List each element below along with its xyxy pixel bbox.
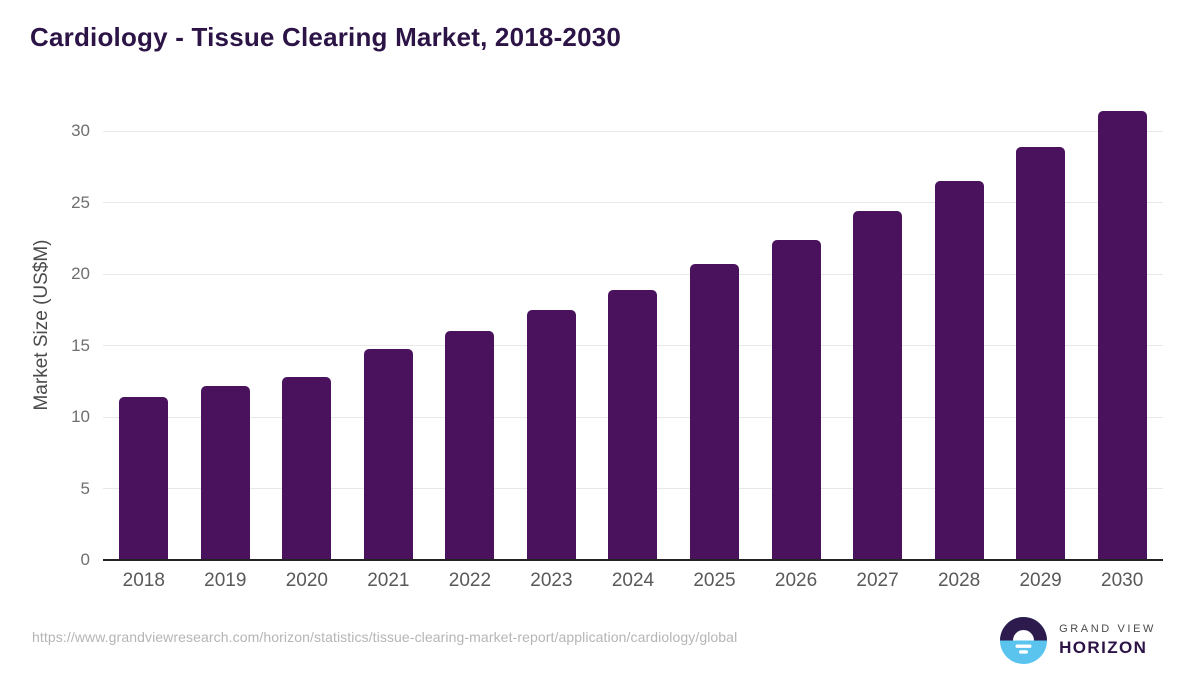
x-label-2019: 2019 <box>204 570 247 591</box>
x-label-2018: 2018 <box>122 570 165 591</box>
gridline-25 <box>103 202 1163 204</box>
bar-2029 <box>1016 147 1066 560</box>
bar-slot-2028 <box>918 90 1000 560</box>
x-label-2021: 2021 <box>367 570 410 591</box>
y-tick-20: 20 <box>71 264 90 284</box>
bar-slot-2021 <box>348 90 430 560</box>
bar-slot-2029 <box>1000 90 1082 560</box>
x-label-2020: 2020 <box>285 570 328 591</box>
chart-title: Cardiology - Tissue Clearing Market, 201… <box>30 22 622 52</box>
bar-2030 <box>1097 111 1147 560</box>
bar-slot-2020 <box>266 90 348 560</box>
y-tick-25: 25 <box>71 192 90 212</box>
x-label-2029: 2029 <box>1019 570 1062 591</box>
x-label-2026: 2026 <box>774 570 818 591</box>
bar-slot-2024 <box>592 90 674 560</box>
brand-name-bottom: HORIZON <box>1059 638 1148 657</box>
bar-2023 <box>526 310 576 560</box>
bar-slot-2026 <box>755 90 837 560</box>
brand-text: GRAND VIEW HORIZON <box>1059 623 1156 658</box>
gridline-30 <box>103 130 1163 132</box>
bar-2018 <box>119 397 169 560</box>
bar-2020 <box>282 377 332 560</box>
x-label-2030: 2030 <box>1101 570 1144 591</box>
gridline-20 <box>103 273 1163 275</box>
horizon-logo-icon <box>1000 617 1048 664</box>
bar-slot-2025 <box>674 90 756 560</box>
x-label-2023: 2023 <box>530 570 573 591</box>
bar-2027 <box>853 211 903 560</box>
x-label-2022: 2022 <box>448 570 492 591</box>
y-tick-30: 30 <box>71 121 90 141</box>
bar-2026 <box>771 240 821 560</box>
bar-series <box>103 90 1163 560</box>
bar-2021 <box>363 348 413 560</box>
y-axis-ticks: 0 5 10 15 20 25 30 <box>0 90 90 568</box>
y-tick-5: 5 <box>80 478 90 498</box>
bar-slot-2018 <box>103 90 185 560</box>
y-tick-10: 10 <box>71 407 90 427</box>
x-label-2025: 2025 <box>693 570 736 591</box>
bar-2025 <box>689 264 739 560</box>
plot-area <box>103 90 1163 561</box>
x-label-2028: 2028 <box>937 570 981 591</box>
bar-slot-2022 <box>429 90 511 560</box>
bar-slot-2019 <box>185 90 267 560</box>
x-axis-labels: 2018 2019 2020 2021 2022 2023 2024 2025 2026 2027… <box>103 570 1163 592</box>
x-axis-line <box>103 559 1163 561</box>
y-tick-15: 15 <box>71 335 90 355</box>
x-label-2024: 2024 <box>611 570 655 591</box>
y-tick-0: 0 <box>80 550 90 569</box>
bar-2022 <box>445 331 495 560</box>
bar-slot-2030 <box>1081 90 1163 560</box>
bar-2024 <box>608 290 658 560</box>
brand-name-top: GRAND VIEW <box>1059 623 1156 635</box>
source-url: https://www.grandviewresearch.com/horizo… <box>32 629 738 645</box>
bar-slot-2027 <box>837 90 919 560</box>
bar-2019 <box>200 385 250 560</box>
x-label-2027: 2027 <box>856 570 899 591</box>
bar-2028 <box>934 181 984 560</box>
bar-slot-2023 <box>511 90 593 560</box>
brand-logo: GRAND VIEW HORIZON <box>1000 617 1156 664</box>
